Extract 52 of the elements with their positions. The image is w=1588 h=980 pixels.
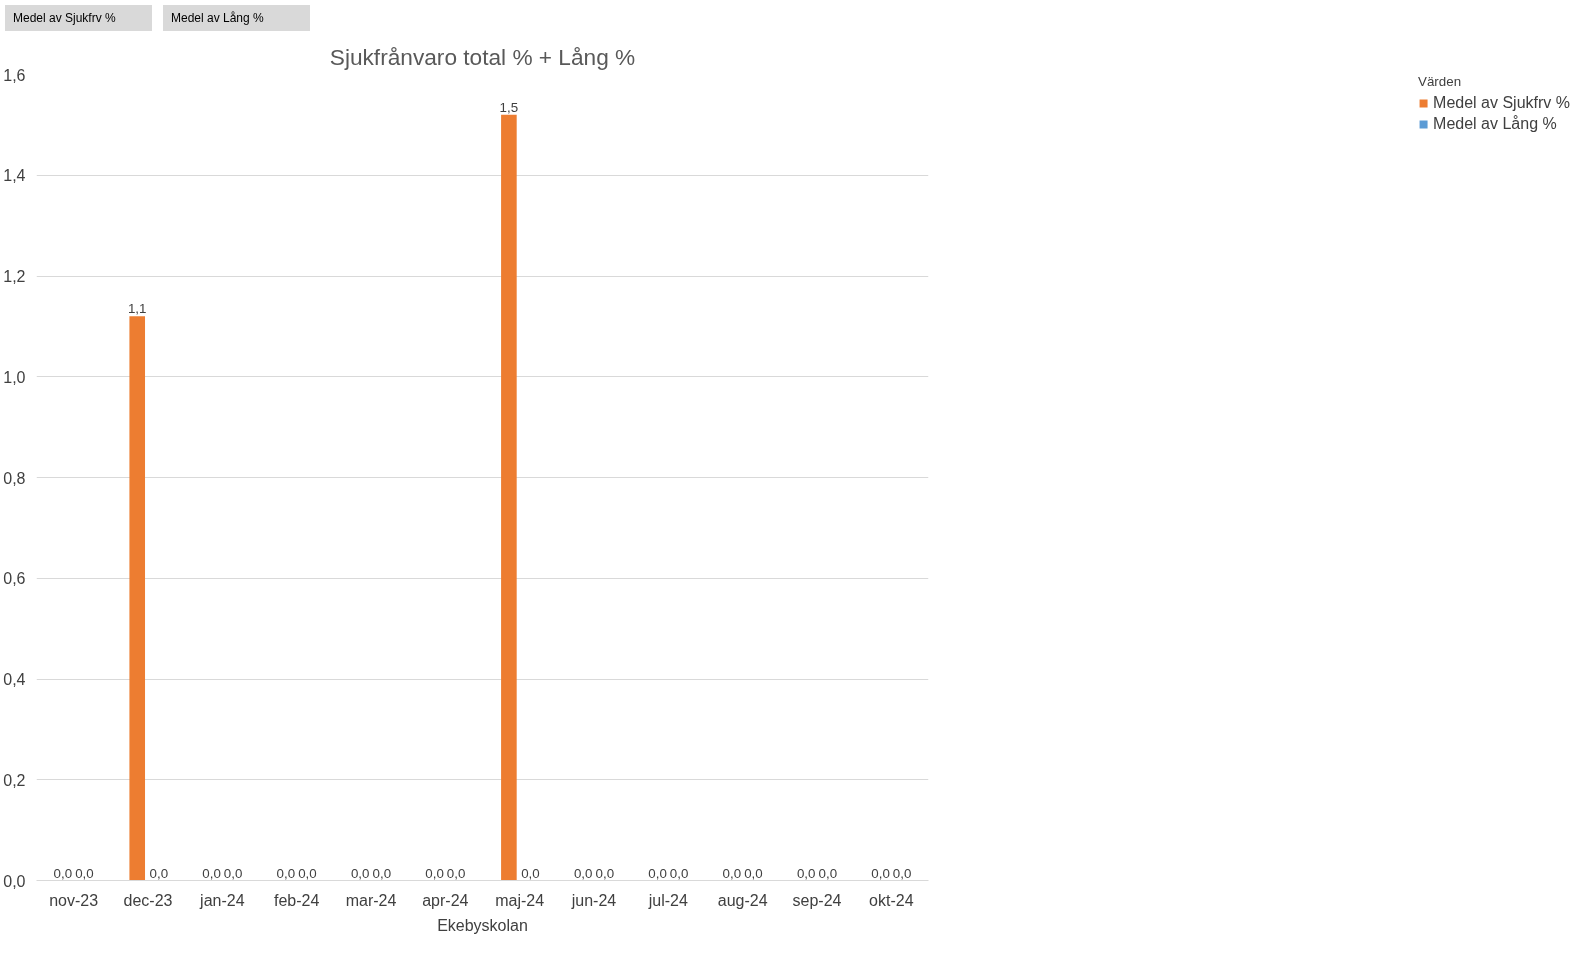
- data-label: 0,0: [818, 865, 838, 881]
- x-tick-label: maj-24: [495, 891, 545, 909]
- data-label: 0,0: [446, 865, 466, 881]
- data-label: 0,0: [744, 865, 763, 881]
- data-label: 0,0: [871, 865, 890, 881]
- y-tick-label: 0,6: [3, 570, 26, 588]
- x-tick-label: nov-23: [49, 891, 99, 909]
- y-tick-label: 0,4: [3, 671, 26, 688]
- y-tick-label: 1,2: [3, 268, 26, 285]
- y-tick-label: 1,4: [3, 167, 26, 185]
- x-tick-label: mar-24: [345, 891, 397, 909]
- legend-label: Medel av Sjukfrv %: [1433, 94, 1570, 112]
- data-label: 0,0: [521, 865, 540, 881]
- x-tick-label: dec-23: [123, 891, 173, 909]
- text: Medel av Lång %: [171, 10, 264, 27]
- x-tick-label: sep-24: [792, 891, 842, 909]
- data-label: 0,0: [149, 865, 169, 881]
- legend-label: Medel av Lång %: [1433, 115, 1557, 133]
- data-label: 1,5: [499, 99, 519, 115]
- y-tick-label: 0,2: [3, 771, 26, 789]
- x-tick-label: jun-24: [570, 891, 617, 909]
- x-tick-label: okt-24: [869, 891, 914, 909]
- x-tick-label: aug-24: [717, 891, 768, 909]
- data-label: 0,0: [276, 865, 296, 881]
- y-tick-label: 0,8: [3, 469, 26, 487]
- chart-title: Sjukfrånvaro total % + Lång %: [329, 43, 636, 70]
- text: Medel av Sjukfrv %: [13, 10, 116, 27]
- data-label: 0,0: [573, 865, 593, 881]
- x-tick-label: feb-24: [273, 891, 320, 909]
- data-label: 0,0: [298, 865, 317, 881]
- data-label: 0,0: [75, 865, 94, 881]
- data-label: 0,0: [796, 865, 816, 881]
- data-label: 0,0: [202, 865, 221, 881]
- data-label: 0,0: [722, 865, 742, 881]
- data-label: 0,0: [669, 865, 689, 881]
- x-tick-label: apr-24: [422, 891, 469, 909]
- data-label: 1,1: [127, 301, 147, 317]
- legend-title: Värden: [1418, 74, 1463, 89]
- data-label: 0,0: [892, 865, 912, 881]
- y-tick-label: 0,0: [3, 872, 26, 890]
- y-tick-label: 1,6: [3, 66, 26, 84]
- data-label: 0,0: [223, 865, 243, 881]
- data-label: 0,0: [53, 865, 73, 881]
- data-label: 0,0: [372, 865, 392, 881]
- data-label: 0,0: [648, 865, 667, 881]
- x-axis-title: Ekebyskolan: [437, 916, 528, 934]
- data-label: 0,0: [595, 865, 615, 881]
- x-tick-label: jan-24: [199, 891, 245, 909]
- data-label: 0,0: [350, 865, 370, 881]
- data-label: 0,0: [425, 865, 444, 881]
- y-tick-label: 1,0: [3, 368, 26, 386]
- x-tick-label: jul-24: [647, 891, 688, 909]
